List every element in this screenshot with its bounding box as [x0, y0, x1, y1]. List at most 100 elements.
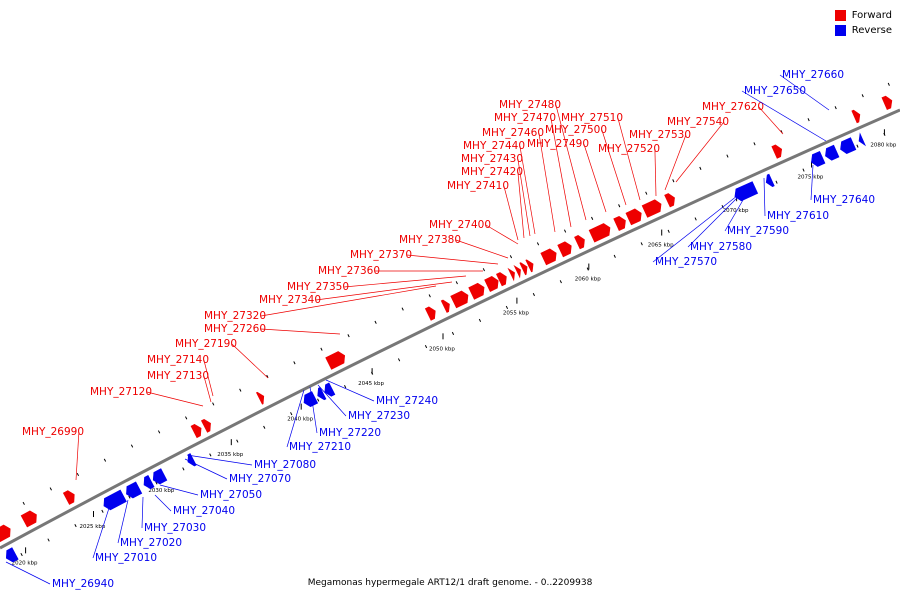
reverse-gene-label: MHY_26940 [52, 578, 114, 590]
reverse-leader-line [687, 189, 746, 248]
track-tick [640, 242, 643, 246]
forward-gene-label: MHY_27370 [350, 249, 412, 261]
forward-gene-label: MHY_27470 [494, 112, 556, 124]
track-tick [157, 430, 161, 434]
reverse-gene-label: MHY_27610 [767, 210, 829, 222]
forward-gene-block [851, 109, 861, 124]
track-tick [591, 216, 594, 220]
reverse-gene-label: MHY_27580 [690, 241, 752, 253]
track-tick [509, 255, 513, 259]
reverse-gene-block [858, 132, 867, 147]
reverse-gene-label: MHY_27570 [655, 256, 717, 268]
forward-gene-block [540, 248, 557, 266]
forward-gene-label: MHY_27460 [482, 127, 544, 139]
track-tick [185, 416, 188, 420]
reverse-leader-line [154, 494, 172, 512]
forward-gene-block [525, 259, 534, 273]
track-tick [861, 94, 864, 98]
forward-gene-label: MHY_27260 [204, 323, 266, 335]
reverse-gene-block [317, 386, 327, 401]
track-tick [209, 453, 212, 457]
reverse-gene-label: MHY_27080 [254, 459, 316, 471]
forward-leader-line [343, 275, 467, 288]
track-tick [856, 144, 859, 148]
forward-leader-line [203, 375, 212, 403]
reverse-gene-block [5, 547, 19, 563]
forward-leader-line [601, 129, 627, 206]
track-tick [455, 281, 458, 285]
forward-gene-label: MHY_27140 [147, 354, 209, 366]
track-tick [618, 204, 621, 208]
kbp-label: 2035 kbp [217, 452, 243, 458]
reverse-leader-line [317, 384, 347, 417]
reverse-gene-block [765, 173, 775, 188]
reverse-leader-line [184, 458, 228, 480]
forward-gene-label: MHY_26990 [22, 426, 84, 438]
forward-gene-label: MHY_27350 [287, 281, 349, 293]
forward-gene-block [771, 144, 783, 159]
forward-leader-line [146, 391, 204, 407]
forward-gene-label: MHY_27440 [463, 140, 525, 152]
track-tick [802, 168, 805, 172]
forward-leader-line [315, 281, 453, 301]
reverse-leader-line [652, 191, 743, 263]
forward-leader-line [485, 224, 519, 245]
forward-leader-line [519, 145, 536, 235]
genome-backbone [0, 108, 900, 550]
track-tick [753, 142, 756, 146]
forward-gene-label: MHY_27420 [461, 166, 523, 178]
reverse-leader-line [92, 504, 111, 559]
reverse-gene-label: MHY_27230 [348, 410, 410, 422]
forward-gene-block [0, 524, 11, 543]
reverse-swatch [834, 25, 846, 36]
forward-gene-block [424, 306, 436, 321]
forward-leader-line [503, 185, 519, 241]
forward-gene-block [325, 351, 346, 370]
reverse-leader-line [810, 164, 814, 201]
track-tick [290, 412, 293, 416]
forward-leader-line [260, 328, 341, 335]
reverse-leader-line [286, 389, 305, 448]
forward-leader-line [617, 117, 641, 201]
reverse-gene-block [734, 181, 759, 202]
track-tick [320, 347, 323, 351]
forward-gene-label: MHY_27320 [204, 310, 266, 322]
kbp-label: 2060 kbp [575, 277, 601, 283]
track-tick [532, 292, 535, 297]
track-tick [74, 524, 77, 528]
kbp-label: 2055 kbp [503, 311, 529, 317]
forward-leader-line [538, 132, 556, 233]
forward-gene-label: MHY_27360 [318, 265, 380, 277]
track-tick [344, 385, 347, 389]
reverse-gene-label: MHY_27660 [782, 69, 844, 81]
reverse-leader-line [724, 187, 751, 232]
forward-gene-block [557, 241, 572, 258]
kbp-label: 2040 kbp [287, 417, 313, 423]
track-tick [47, 538, 50, 542]
track-tick [645, 191, 648, 195]
track-tick [613, 254, 616, 258]
track-tick [536, 242, 540, 246]
forward-gene-label: MHY_27500 [545, 124, 607, 136]
reverse-label: Reverse [851, 25, 892, 36]
reverse-leader-line [325, 379, 375, 402]
track-tick [128, 495, 131, 499]
track-tick [667, 229, 670, 233]
track-tick [834, 106, 837, 110]
reverse-gene-label: MHY_27220 [319, 427, 381, 439]
forward-gene-label: MHY_27410 [447, 180, 509, 192]
kbp-label: 2025 kbp [79, 524, 105, 530]
reverse-gene-label: MHY_27590 [727, 225, 789, 237]
track-tick [694, 217, 697, 221]
forward-leader-line [675, 121, 725, 183]
kbp-label: 2075 kbp [798, 175, 824, 181]
reverse-gene-block [152, 468, 168, 485]
track-tick [20, 552, 23, 557]
track-tick [451, 331, 455, 336]
forward-leader-line [260, 285, 437, 317]
track-tick [182, 467, 185, 471]
forward-gene-block [881, 95, 893, 110]
reverse-gene-block [143, 474, 155, 490]
forward-leader-line [583, 143, 607, 213]
